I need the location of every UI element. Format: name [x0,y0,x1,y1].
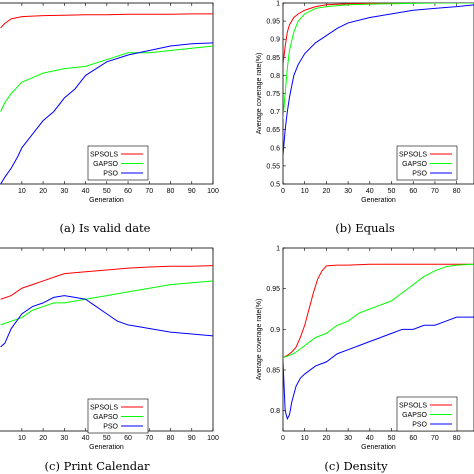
figure-caption: (c) Density [324,459,388,473]
x-tick-label: 80 [167,435,175,442]
legend-label: SPSOLS [90,152,118,159]
y-tick-label: 0.85 [266,55,280,62]
x-tick-label: 0 [281,435,285,442]
legend-label: GAPSO [93,161,118,168]
chart-panel-1: 10 20 30 40 50 60 70 80 90 100 Generation SPSOLS GAP… [0,2,219,235]
series-line-pso [0,42,213,184]
x-tick-label: 40 [82,435,90,442]
y-axis-label: Average coverage rate(%) [256,53,263,135]
x-axis-label: Generation [89,197,124,204]
legend-label: PSO [103,424,118,431]
chart-panel-3: 10 20 30 40 50 60 70 80 90 100 Generation SPSOLS GAP… [0,247,219,473]
x-tick-label: 50 [388,188,396,195]
chart-panel-4: 0 10 20 30 40 50 60 70 80 0.8 0.85 0.9 0.95 1 Generati… [256,246,474,473]
y-tick-label: 0.6 [270,145,280,152]
legend-label: PSO [412,171,427,178]
legend: SPSOLS GAPSO PSO [87,398,149,434]
x-tick-label: 50 [388,435,396,442]
y-tick-label: 0.8 [270,408,280,415]
x-tick-label: 20 [39,435,47,442]
x-tick-label: 40 [366,435,374,442]
legend-label: PSO [412,422,427,429]
legend-label: SPSOLS [90,405,118,412]
series-line-gapso [0,45,213,112]
x-tick-label: 30 [60,188,68,195]
x-tick-label: 60 [409,188,417,195]
x-tick-label: 60 [409,435,417,442]
legend-label: GAPSO [93,414,118,421]
x-tick-label: 30 [344,435,352,442]
x-tick-label: 70 [431,188,439,195]
legend: SPSOLS GAPSO PSO [396,396,458,432]
x-axis-label: Generation [361,444,396,451]
y-tick-label: 0.8 [270,73,280,80]
x-tick-label: 40 [366,188,374,195]
y-tick-label: 0.65 [266,127,280,134]
y-tick-label: 0.9 [270,37,280,44]
x-tick-label: 100 [207,435,219,442]
x-tick-label: 30 [344,188,352,195]
x-axis-label: Generation [89,444,124,451]
x-tick-label: 70 [145,188,153,195]
y-tick-label: 0.85 [266,368,280,375]
legend: SPSOLS GAPSO PSO [396,145,458,181]
x-tick-label: 30 [60,435,68,442]
figure-caption: (c) Print Calendar [45,459,150,473]
y-axis-label: Average coverage rate(%) [256,299,263,381]
x-tick-label: 80 [453,188,461,195]
x-axis-label: Generation [361,197,396,204]
y-tick-label: 1 [276,246,280,253]
y-tick-label: 0.9 [270,327,280,334]
x-tick-label: 20 [323,188,331,195]
series-line-pso [283,316,474,421]
series-line-gapso [283,3,474,119]
x-tick-label: 0 [281,188,285,195]
y-tick-label: 0.5 [270,182,280,189]
series-line-pso [0,295,213,348]
y-tick-label: 0.55 [266,163,280,170]
y-tick-label: 0.95 [266,286,280,293]
x-tick-label: 90 [188,188,196,195]
figure-caption: (b) Equals [335,221,395,235]
x-tick-label: 40 [82,188,90,195]
series-line-gapso [283,263,474,359]
legend-label: PSO [103,171,118,178]
y-tick-label: 0.75 [266,91,280,98]
series-line-spsols [0,265,213,300]
x-tick-label: 90 [188,435,196,442]
x-tick-label: 70 [145,435,153,442]
x-tick-label: 10 [301,188,309,195]
x-tick-label: 20 [39,188,47,195]
series-line-gapso [0,280,213,326]
x-tick-label: 20 [323,435,331,442]
legend-label: SPSOLS [399,403,427,410]
chart-panel-2: 0 10 20 30 40 50 60 70 80 0.5 0.55 0.6 0.65 0.7 0.75 0.… [256,1,474,235]
legend-label: GAPSO [402,161,427,168]
y-tick-label: 0.95 [266,19,280,26]
x-tick-label: 80 [453,435,461,442]
x-tick-label: 10 [18,435,26,442]
x-tick-label: 80 [167,188,175,195]
legend-label: GAPSO [402,412,427,419]
x-tick-label: 50 [103,435,111,442]
series-line-spsols [283,263,474,359]
series-line-spsols [0,13,213,29]
x-tick-label: 50 [103,188,111,195]
x-tick-label: 70 [431,435,439,442]
x-tick-label: 100 [207,188,219,195]
legend-label: SPSOLS [399,152,427,159]
x-tick-label: 10 [18,188,26,195]
series-line-pso [283,4,474,156]
x-tick-label: 60 [124,188,132,195]
figure-caption: (a) Is valid date [60,221,151,235]
legend: SPSOLS GAPSO PSO [87,145,149,181]
series-line-spsols [283,3,474,65]
y-tick-label: 0.7 [270,109,280,116]
x-tick-label: 60 [124,435,132,442]
y-tick-label: 1 [276,1,280,8]
x-tick-label: 10 [301,435,309,442]
